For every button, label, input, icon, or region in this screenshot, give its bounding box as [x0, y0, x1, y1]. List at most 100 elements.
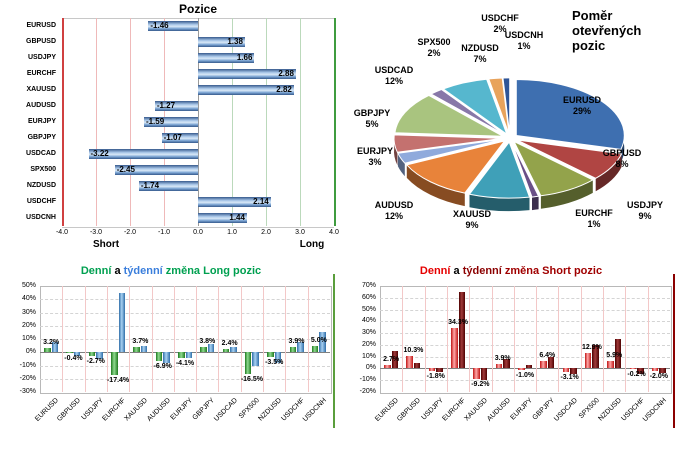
pie-label-name: XAUUSD [452, 209, 492, 219]
bar-value-label: -3.22 [90, 149, 109, 158]
bar [607, 361, 614, 369]
category-separator [151, 286, 153, 392]
category-label: USDCAD [26, 150, 56, 157]
pie-slice [468, 141, 531, 199]
category-separator [491, 286, 493, 392]
pie-label-value: 2% [427, 48, 441, 58]
pie-slice [515, 78, 625, 150]
pie-label: USDJPY 9% [627, 200, 663, 222]
gridline [40, 365, 330, 367]
pie-label: GBPJPY 5% [354, 108, 391, 130]
y-tick-label: 70% [361, 282, 376, 289]
plot-frame [40, 286, 332, 394]
gridline [334, 18, 336, 226]
pie-slice [405, 140, 506, 194]
category-label: GBPUSD [396, 397, 423, 423]
category-label: EURJPY [509, 397, 534, 422]
pie-slice-side [397, 153, 405, 177]
bar [297, 341, 304, 353]
category-label: NZDUSD [257, 397, 284, 423]
category-label: XAUUSD [463, 397, 490, 423]
bar [198, 69, 296, 79]
pie-chart-title: Poměr otevřených pozic [572, 8, 642, 53]
positions-chart-title: Pozice [178, 2, 217, 16]
bar [88, 149, 198, 159]
pie-slice-side [532, 196, 539, 211]
bar [118, 292, 126, 353]
pie-label-name: USDCHF [481, 13, 519, 23]
bar [198, 197, 271, 207]
bar [518, 368, 525, 370]
pie-slice [516, 139, 623, 179]
x-tick-label: 0.0 [193, 229, 203, 236]
bar-value-label: 5.0% [310, 336, 327, 344]
bar-value-label: 12.9% [581, 344, 602, 352]
x-tick-label: -1.0 [157, 229, 171, 236]
bar-value-label: 3.9% [288, 338, 305, 346]
pie-slice-side [540, 179, 593, 209]
bar [198, 53, 255, 63]
pie-label-value: 12% [384, 211, 404, 221]
category-separator [263, 286, 265, 392]
bar-value-label: 2.88 [278, 69, 294, 78]
gridline [96, 18, 97, 226]
bar-value-label: -3.1% [560, 374, 579, 382]
pie-slice [502, 77, 511, 134]
pie-svg [393, 77, 625, 212]
bar [222, 349, 230, 353]
y-tick-label: 30% [21, 308, 36, 316]
category-separator [513, 286, 515, 392]
category-separator [218, 286, 220, 392]
bar [73, 352, 81, 357]
bar [155, 352, 163, 362]
pie-label-name: USDCNH [504, 30, 544, 40]
bar-value-label: 3.9% [494, 354, 511, 362]
pie-label-value: 12% [384, 76, 404, 86]
bar [51, 341, 59, 353]
category-separator [240, 286, 242, 392]
bar [138, 181, 198, 191]
bar [651, 368, 659, 371]
category-label: USDCNH [26, 214, 56, 221]
category-separator [402, 286, 404, 392]
bar [458, 291, 466, 369]
bar-value-label: -9.2% [471, 381, 490, 389]
category-label: USDCHF [26, 198, 56, 205]
pie-graphic [348, 0, 678, 258]
y-tick-label: -30% [19, 388, 36, 395]
pie-slice-side [393, 134, 398, 166]
bar [185, 352, 192, 358]
bar-value-label: -16.5% [240, 376, 264, 384]
bar [200, 347, 207, 353]
bar [198, 213, 247, 223]
bar-value-label: 1.66 [236, 53, 253, 62]
category-separator [580, 286, 582, 392]
y-tick-label: 10% [21, 335, 36, 342]
gridline [40, 312, 330, 314]
gridline [380, 309, 670, 311]
x-tick-label: 2.0 [261, 229, 271, 236]
bar [562, 368, 570, 373]
pie-label-value: 7% [473, 54, 487, 64]
bar [178, 352, 185, 358]
pie-label: EURJPY 3% [357, 146, 393, 168]
bar [44, 348, 51, 353]
bar-value-label: 34.3% [448, 319, 468, 327]
category-label: EURUSD [26, 22, 56, 29]
bar [547, 356, 555, 369]
category-separator [307, 286, 309, 392]
y-tick-label: 20% [361, 340, 376, 348]
category-separator [536, 286, 538, 392]
pie-plot-area: EURUSD 29% GBPUSD 8% USDJPY 9% EURCHF 1% XAUUSD 9… [348, 0, 678, 258]
bar [289, 347, 297, 353]
category-separator [625, 286, 627, 392]
category-label: NZDUSD [597, 397, 624, 423]
gridline [40, 339, 330, 340]
bar-value-label: -1.0% [515, 371, 535, 379]
y-tick-label: 40% [361, 317, 376, 325]
category-separator [446, 286, 448, 392]
bar [230, 346, 237, 353]
y-tick-label: -10% [19, 361, 36, 369]
y-tick-label: 20% [21, 321, 36, 329]
category-label: USDCAD [552, 397, 579, 423]
